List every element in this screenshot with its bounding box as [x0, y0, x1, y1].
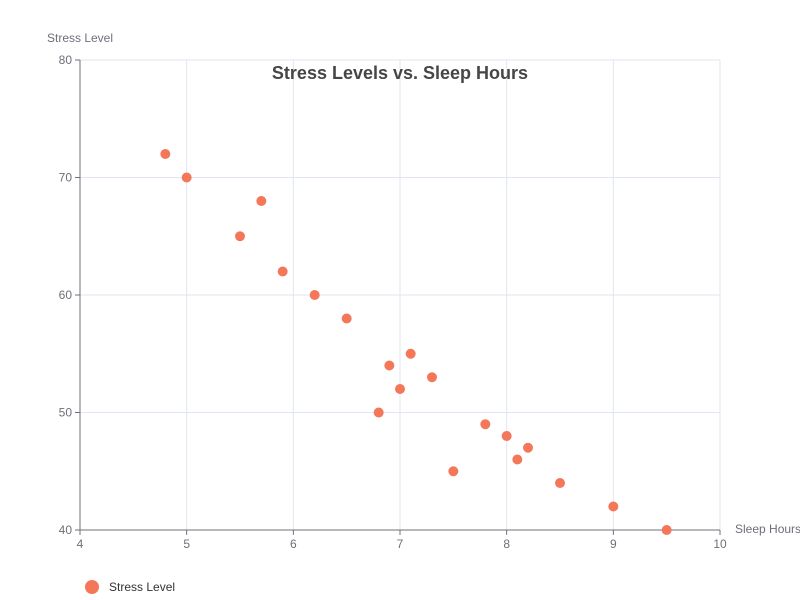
data-point: [341, 313, 352, 324]
y-tick-label: 50: [59, 406, 73, 420]
x-tick-label: 4: [77, 537, 84, 551]
axes: [75, 59, 721, 535]
data-point: [608, 501, 619, 512]
data-point: [405, 348, 416, 359]
x-tick-label: 6: [290, 537, 297, 551]
x-axis-label: Sleep Hours: [735, 522, 800, 536]
data-point: [523, 442, 533, 453]
y-tick-label: 60: [59, 288, 73, 302]
data-point: [501, 431, 512, 441]
y-tick-label: 80: [59, 53, 73, 67]
data-point: [661, 525, 672, 535]
legend-marker: [85, 580, 99, 594]
tick-labels: 4 5 6 7 8 9 10 40 50 60 70 80: [59, 53, 727, 551]
grid: [80, 59, 721, 530]
data-point: [384, 360, 395, 371]
data-point: [256, 196, 267, 206]
data-point: [448, 466, 459, 477]
data-point: [235, 231, 245, 242]
x-tick-label: 8: [503, 537, 510, 551]
x-tick-label: 10: [713, 537, 727, 551]
x-tick-label: 9: [610, 537, 617, 551]
data-point: [512, 454, 523, 465]
data-point: [427, 372, 437, 383]
data-point: [395, 384, 405, 394]
data-point: [277, 266, 288, 277]
x-tick-label: 5: [183, 537, 190, 551]
y-tick-label: 40: [59, 523, 73, 537]
data-point: [181, 172, 192, 183]
data-point: [309, 290, 320, 300]
y-axis-label: Stress Level: [47, 31, 113, 45]
y-tick-label: 70: [59, 171, 73, 185]
chart-title: Stress Levels vs. Sleep Hours: [272, 63, 528, 83]
data-point: [555, 478, 565, 488]
data-point: [160, 149, 171, 159]
data-point: [480, 419, 491, 430]
x-tick-label: 7: [397, 537, 404, 551]
legend-label: Stress Level: [109, 580, 175, 594]
data-point: [373, 407, 384, 418]
legend[interactable]: Stress Level: [85, 580, 175, 594]
data-points: [160, 149, 672, 535]
